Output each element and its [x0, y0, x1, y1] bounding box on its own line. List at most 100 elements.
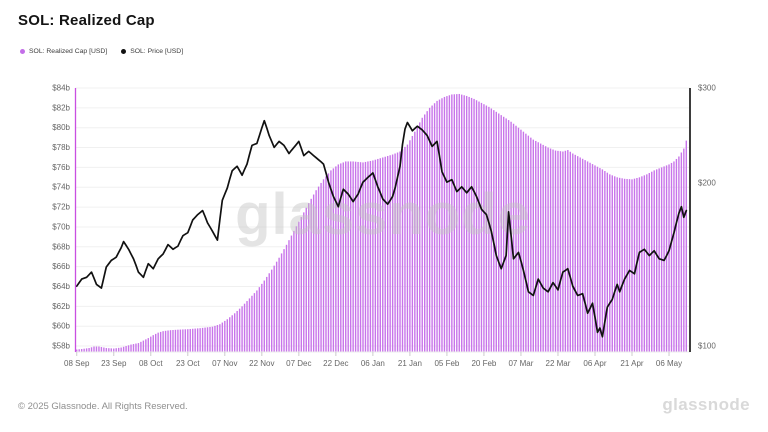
realized-cap-bar — [549, 148, 552, 352]
realized-cap-bar — [456, 94, 458, 352]
legend-item-label: SOL: Price [USD] — [130, 48, 184, 55]
realized-cap-bar — [382, 157, 384, 352]
realized-cap-bar — [216, 325, 219, 352]
realized-cap-bar — [638, 177, 641, 352]
realized-cap-bar — [192, 328, 194, 352]
realized-cap-bar — [206, 327, 209, 352]
realized-cap-bar — [394, 153, 396, 352]
realized-cap-bar — [337, 164, 340, 352]
realized-cap-bar — [345, 161, 347, 352]
realized-cap-bar — [167, 330, 169, 352]
realized-cap-chart[interactable]: glassnode $58b $60b $62b $64b $66b $68b $70b $7… — [0, 0, 768, 390]
realized-cap-bar — [312, 194, 315, 352]
realized-cap-bar — [621, 178, 623, 352]
realized-cap-bar — [80, 349, 83, 352]
realized-cap-bar — [655, 169, 658, 352]
realized-cap-bar — [162, 331, 164, 352]
realized-cap-bar — [433, 103, 436, 352]
realized-cap-bar — [537, 142, 539, 352]
realized-cap-bar — [184, 329, 187, 352]
chart-plot-area[interactable] — [76, 88, 691, 352]
legend-item-price[interactable]: SOL: Price [USD] — [121, 48, 183, 55]
realized-cap-bar — [145, 339, 147, 352]
realized-cap-bar — [601, 169, 604, 352]
realized-cap-bar — [520, 129, 522, 352]
realized-cap-bar — [253, 293, 256, 352]
glassnode-logo[interactable]: glassnode — [662, 395, 750, 414]
realized-cap-bar — [261, 283, 263, 352]
realized-cap-bar — [159, 331, 162, 352]
y-axis-left-label: $58b — [52, 342, 70, 351]
realized-cap-bar — [470, 97, 473, 353]
x-axis-label: 08 Oct — [139, 359, 163, 368]
realized-cap-bar — [150, 336, 152, 352]
realized-cap-bar — [451, 94, 453, 353]
realized-cap-bar — [233, 313, 236, 352]
realized-cap-bar — [438, 99, 441, 352]
x-axis-label: 21 Jan — [398, 359, 422, 368]
x-axis-label: 06 Apr — [583, 359, 606, 368]
realized-cap-bar — [448, 95, 451, 352]
realized-cap-bar — [495, 111, 497, 352]
realized-cap-bar — [137, 343, 140, 352]
realized-cap-bar — [209, 326, 211, 352]
realized-cap-bar — [443, 96, 446, 352]
realized-cap-bar — [596, 166, 599, 352]
realized-cap-bar — [354, 161, 357, 352]
realized-cap-bar — [512, 123, 515, 352]
realized-cap-bar — [604, 171, 606, 352]
realized-cap-bar — [673, 161, 675, 352]
realized-cap-bar — [105, 348, 108, 352]
realized-cap-bar — [507, 120, 510, 352]
realized-cap-bar — [572, 153, 574, 352]
realized-cap-bar — [500, 115, 502, 352]
y-axis-left-label: $68b — [52, 242, 70, 251]
realized-cap-bar — [288, 240, 290, 352]
realized-cap-bar — [562, 151, 564, 352]
realized-cap-bar — [515, 125, 517, 352]
realized-cap-bar — [488, 106, 490, 352]
realized-cap-bar — [411, 135, 414, 352]
realized-cap-bar — [554, 150, 557, 352]
y-axis-left-label: $70b — [52, 222, 70, 231]
realized-cap-bar — [248, 298, 251, 352]
realized-cap-bar — [665, 165, 668, 352]
x-axis-label: 07 Dec — [286, 359, 311, 368]
realized-cap-bar — [113, 348, 115, 352]
realized-cap-bar — [419, 122, 421, 353]
realized-cap-bar — [83, 348, 85, 352]
legend-item-label: SOL: Realized Cap [USD] — [29, 48, 108, 55]
realized-cap-bar — [283, 249, 285, 352]
realized-cap-bar — [574, 154, 576, 352]
realized-cap-bar — [441, 98, 443, 352]
realized-cap-bar — [117, 347, 120, 352]
realized-cap-bar — [125, 346, 127, 352]
realized-cap-bar — [416, 127, 419, 352]
x-axis-label: 07 Mar — [508, 359, 533, 368]
realized-cap-bar — [275, 261, 278, 352]
x-axis-label: 06 Jan — [361, 359, 385, 368]
realized-cap-bar — [305, 207, 307, 352]
realized-cap-bar — [678, 156, 680, 352]
x-axis-label: 20 Feb — [471, 359, 496, 368]
realized-cap-bar — [369, 160, 372, 352]
legend-item-realized-cap[interactable]: SOL: Realized Cap [USD] — [20, 48, 107, 55]
realized-cap-bar — [544, 146, 547, 352]
realized-cap-bar — [352, 161, 354, 352]
x-axis-label: 08 Sep — [64, 359, 90, 368]
realized-cap-bar — [325, 176, 327, 352]
realized-cap-bar — [327, 173, 330, 352]
realized-cap-bar — [362, 162, 364, 352]
realized-cap-bar — [120, 347, 122, 352]
realized-cap-bar — [100, 347, 103, 352]
realized-cap-bar — [532, 139, 534, 352]
x-axis-label: 22 Dec — [323, 359, 348, 368]
realized-cap-bar — [668, 164, 670, 352]
realized-cap-bar — [485, 105, 488, 352]
realized-cap-bar — [522, 131, 525, 352]
realized-cap-bar — [155, 333, 157, 352]
realized-cap-bar — [424, 114, 426, 353]
realized-cap-bar — [268, 273, 270, 352]
realized-cap-bar — [308, 203, 310, 352]
realized-cap-bar — [559, 151, 562, 352]
